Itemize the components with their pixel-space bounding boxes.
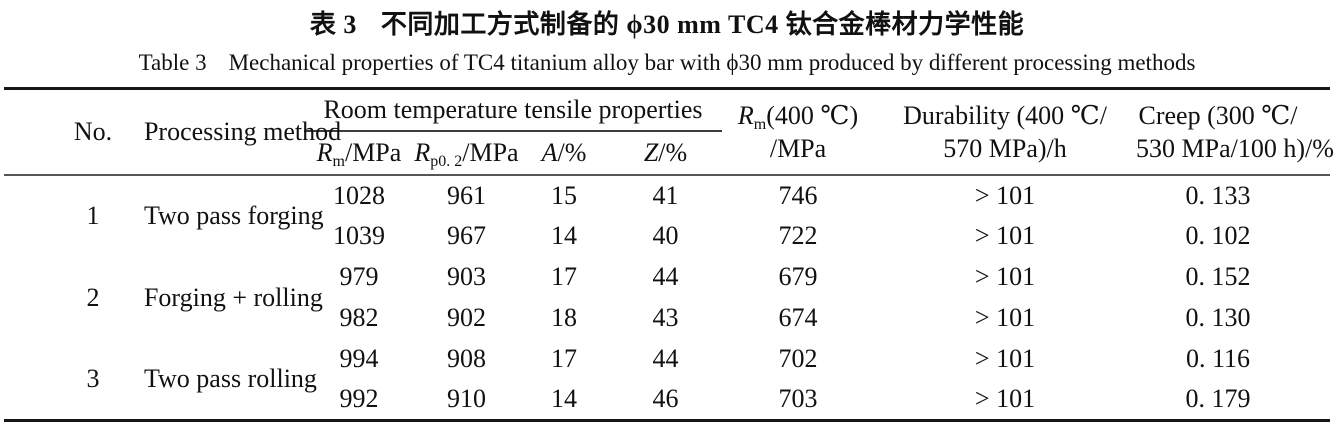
table-number-en: Table 3	[138, 50, 207, 75]
mechanical-properties-table: No. Processing method Room temperature t…	[3, 87, 1334, 422]
col-header-durability: Durability (400 ℃/ 570 MPa)/h	[874, 89, 1136, 175]
cell-rm-400: 674	[778, 303, 818, 332]
col-header-creep: Creep (300 ℃/ 530 MPa/100 h)/%	[1136, 89, 1334, 175]
cell-rp02: 967	[446, 221, 486, 250]
col-header-room-temp-group: Room temperature tensile properties	[303, 88, 723, 132]
table-title-english: Table 3 Mechanical properties of TC4 tita…	[0, 50, 1334, 76]
cell-processing-method: Two pass rolling	[143, 363, 317, 393]
cell-no: 1	[86, 201, 100, 230]
cell-elongation: 14	[550, 221, 577, 250]
col-header-rp02: Rp0. 2/MPa	[414, 137, 519, 171]
cell-no: 2	[86, 282, 100, 312]
cell-rm-400: 746	[778, 180, 818, 210]
col-header-elongation: A/%	[541, 137, 587, 167]
table-row: 3 Two pass rolling 994 908 17 44 702 > 1…	[4, 339, 1330, 393]
cell-rm-400: 679	[778, 262, 818, 291]
cell-durability: > 101	[974, 180, 1036, 210]
cell-rm-400: 722	[778, 221, 818, 250]
cell-rm: 1039	[332, 221, 385, 250]
cell-elongation: 15	[550, 180, 577, 210]
cell-rm: 994	[339, 344, 379, 373]
table-row: 1039 967 14 40 722 > 101 0. 102	[4, 216, 1330, 257]
cell-rm: 982	[339, 303, 379, 332]
cell-rm: 992	[339, 384, 379, 414]
table-title-chinese: 表 3 不同加工方式制备的 ϕ30 mm TC4 钛合金棒材力学性能	[0, 0, 1334, 41]
cell-rm-400: 703	[778, 384, 818, 414]
rm400-line1: Rm(400 ℃)	[737, 100, 859, 134]
cell-reduction: 40	[652, 221, 679, 250]
table-row: 2 Forging + rolling 979 903 17 44 679 > …	[4, 257, 1330, 312]
cell-processing-method: Forging + rolling	[143, 282, 323, 312]
cell-rp02: 908	[446, 344, 486, 373]
durability-line2: 570 MPa)/h	[943, 133, 1067, 163]
cell-no: 3	[86, 363, 100, 393]
cell-elongation: 17	[550, 262, 577, 291]
cell-rm: 1028	[332, 180, 385, 210]
cell-reduction: 41	[652, 180, 679, 210]
col-header-no: No.	[73, 116, 113, 146]
cell-elongation: 18	[550, 303, 577, 332]
cell-durability: > 101	[974, 344, 1036, 373]
header-row-2: Rm/MPa Rp0. 2/MPa A/% Z/%	[4, 131, 1330, 175]
cell-durability: > 101	[974, 262, 1036, 291]
table-body: 1 Two pass forging 1028 961 15 41 746 > …	[4, 175, 1330, 421]
table-row: 1 Two pass forging 1028 961 15 41 746 > …	[4, 175, 1330, 231]
cell-reduction: 43	[652, 303, 679, 332]
cell-rm-400: 702	[778, 344, 818, 373]
cell-processing-method: Two pass forging	[143, 201, 324, 230]
creep-line2: 530 MPa/100 h)/%	[1136, 133, 1334, 163]
cell-durability: > 101	[974, 221, 1036, 250]
cell-durability: > 101	[974, 303, 1036, 332]
cell-creep: 0. 179	[1185, 384, 1251, 414]
rm400-line2: /MPa	[769, 133, 827, 163]
cell-creep: 0. 116	[1185, 344, 1251, 373]
cell-creep: 0. 102	[1185, 221, 1251, 250]
col-header-rm-400: Rm(400 ℃) /MPa	[722, 89, 874, 175]
table-header: No. Processing method Room temperature t…	[3, 88, 1334, 175]
col-header-rm: Rm/MPa	[316, 137, 402, 171]
cell-reduction: 44	[652, 262, 679, 291]
table-title-en-text: Mechanical properties of TC4 titanium al…	[228, 50, 1196, 75]
cell-creep: 0. 152	[1185, 262, 1251, 291]
cell-rp02: 903	[446, 262, 486, 291]
cell-rp02: 961	[446, 180, 486, 210]
cell-reduction: 46	[652, 384, 679, 414]
table-number-cn: 表 3	[309, 10, 357, 39]
table-title-cn-text: 不同加工方式制备的 ϕ30 mm TC4 钛合金棒材力学性能	[380, 10, 1025, 39]
table-row: 982 902 18 43 674 > 101 0. 130	[4, 298, 1330, 339]
creep-line1: Creep (300 ℃/	[1138, 100, 1298, 130]
cell-rp02: 910	[446, 384, 486, 414]
header-row-1: No. Processing method Room temperature t…	[4, 88, 1334, 163]
cell-rm: 979	[339, 262, 379, 291]
cell-rp02: 902	[446, 303, 486, 332]
col-header-processing-method: Processing method	[143, 116, 342, 146]
cell-reduction: 44	[652, 344, 679, 373]
col-header-reduction: Z/%	[643, 137, 688, 167]
cell-creep: 0. 130	[1185, 303, 1251, 332]
cell-creep: 0. 133	[1185, 180, 1251, 210]
cell-elongation: 14	[550, 384, 577, 414]
table-row: 992 910 14 46 703 > 101 0. 179	[4, 380, 1330, 421]
cell-elongation: 17	[550, 344, 577, 373]
durability-line1: Durability (400 ℃/	[903, 100, 1107, 130]
cell-durability: > 101	[974, 384, 1036, 414]
